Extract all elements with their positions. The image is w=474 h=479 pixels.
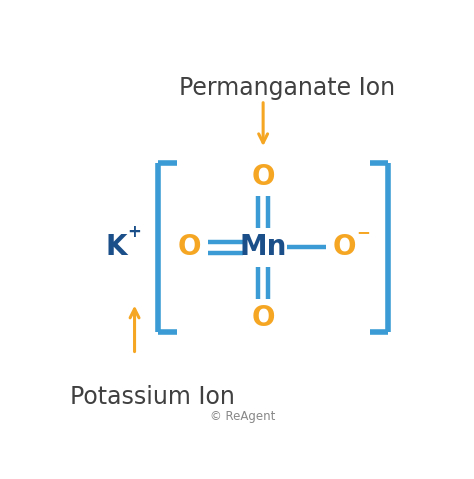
Text: Permanganate Ion: Permanganate Ion [179,76,395,100]
Text: O: O [251,163,275,191]
Text: O: O [251,304,275,331]
Text: Potassium Ion: Potassium Ion [70,385,235,409]
Text: Mn: Mn [239,233,287,262]
Text: O: O [332,233,356,262]
Text: © ReAgent: © ReAgent [210,410,275,422]
Text: O: O [178,233,201,262]
Text: −: − [356,223,370,241]
Text: K: K [105,233,127,262]
Text: +: + [127,223,141,241]
